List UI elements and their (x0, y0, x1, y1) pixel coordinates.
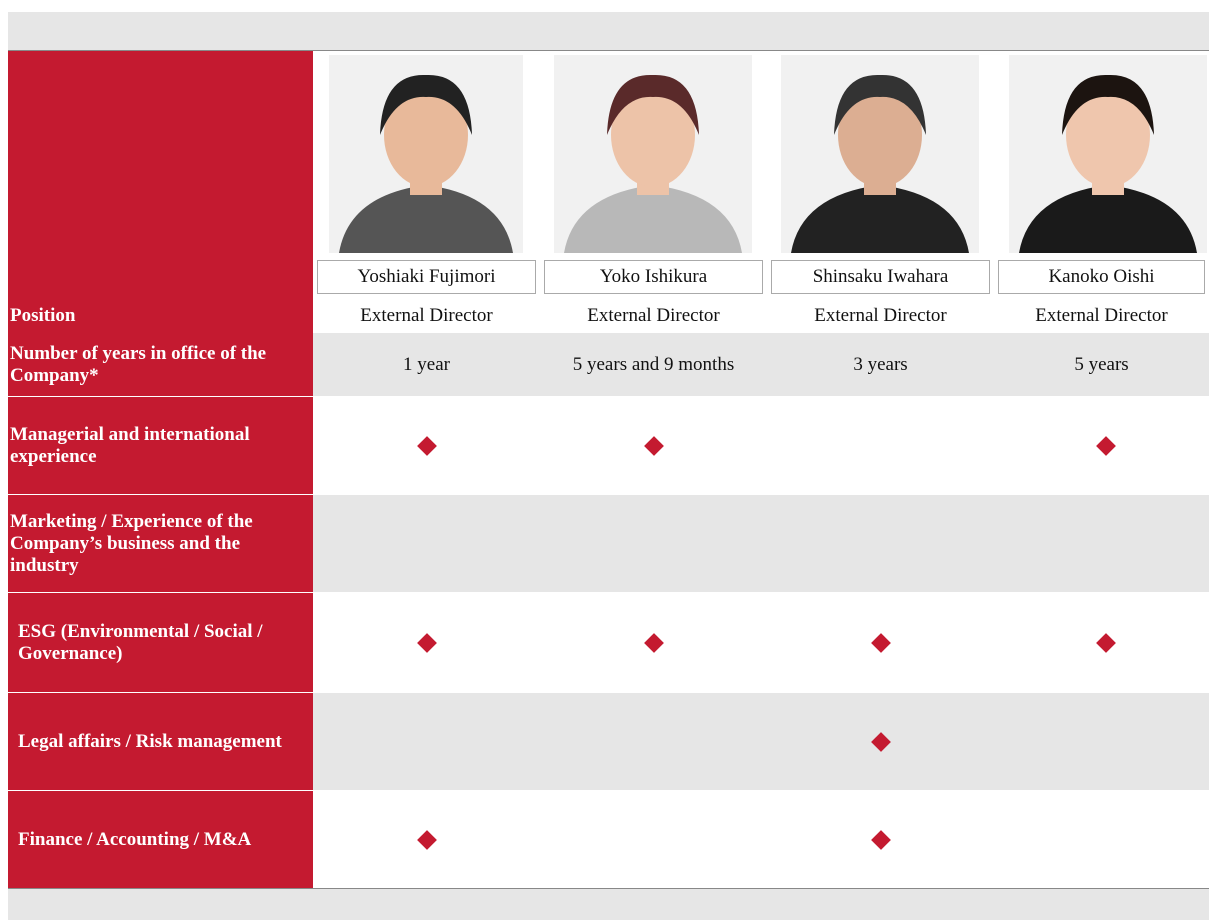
diamond (643, 436, 664, 456)
row-bg (313, 693, 1209, 791)
years: 1 year (403, 353, 450, 375)
diamond (870, 830, 891, 850)
director-name: Kanoko Oishi (998, 260, 1205, 294)
diamond (643, 633, 664, 653)
photo (1009, 55, 1207, 253)
diamond (870, 633, 891, 653)
row-bg (313, 495, 1209, 593)
photo (781, 55, 979, 253)
position: External Director (1035, 304, 1168, 326)
row-label: ESG (Environmental / Social / Governance… (18, 621, 263, 664)
rule (8, 790, 1209, 791)
rule (8, 692, 1209, 693)
row-label: Position (10, 304, 76, 326)
position: External Director (814, 304, 947, 326)
director-name: Yoko Ishikura (544, 260, 763, 294)
diamond (1095, 436, 1116, 456)
director-name: Shinsaku Iwahara (771, 260, 990, 294)
photo (554, 55, 752, 253)
row-label: Number of years in office of the Company… (10, 342, 267, 386)
row-label: Legal affairs / Risk management (18, 731, 282, 752)
top-band (8, 12, 1209, 50)
position: External Director (360, 304, 493, 326)
director-name: Yoshiaki Fujimori (317, 260, 536, 294)
diamond (1095, 633, 1116, 653)
rule (8, 888, 1209, 889)
diamond (416, 830, 437, 850)
row-label: Marketing / Experience of the Company’s … (10, 511, 253, 576)
years: 5 years and 9 months (572, 353, 735, 375)
portrait (1019, 74, 1197, 253)
years: 5 years (1074, 353, 1129, 375)
portrait (339, 74, 513, 253)
label-column (8, 51, 313, 889)
rule (8, 396, 1209, 397)
row-bg (313, 333, 1209, 396)
row-label: Managerial and international experience (10, 424, 250, 467)
portrait (791, 74, 969, 253)
rule (8, 50, 1209, 51)
photo (329, 55, 523, 253)
diamond (416, 436, 437, 456)
position: External Director (587, 304, 720, 326)
diamond (416, 633, 437, 653)
rule (8, 592, 1209, 593)
row-label: Finance / Accounting / M&A (18, 829, 252, 850)
portrait (564, 74, 742, 253)
years: 3 years (853, 353, 908, 375)
rule (8, 494, 1209, 495)
bottom-band (8, 889, 1209, 920)
